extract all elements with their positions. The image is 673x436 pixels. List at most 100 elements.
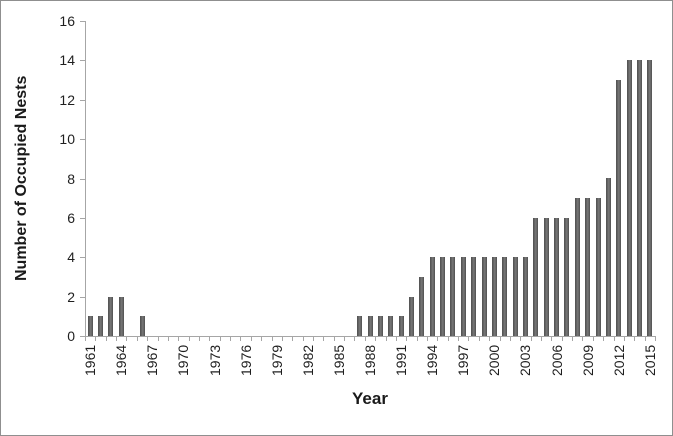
x-axis-tick	[137, 337, 138, 341]
x-tick-label: 1994	[424, 344, 440, 377]
y-axis-line	[85, 21, 86, 337]
x-tick-label: 1979	[269, 344, 285, 377]
x-axis-tick	[313, 337, 314, 341]
x-tick-label: 2012	[611, 344, 627, 377]
x-axis-line	[85, 336, 656, 337]
bar	[554, 218, 559, 336]
y-axis-tick	[80, 21, 85, 22]
x-tick-label: 1985	[331, 344, 347, 377]
x-axis-tick	[230, 337, 231, 341]
bar	[430, 257, 435, 336]
x-axis-tick	[251, 337, 252, 341]
x-axis-tick	[85, 337, 86, 341]
x-axis-tick	[240, 337, 241, 341]
bar	[585, 198, 590, 336]
bar	[492, 257, 497, 336]
bar	[419, 277, 424, 336]
bar	[564, 218, 569, 336]
x-axis-tick	[448, 337, 449, 341]
x-tick-label: 1991	[393, 344, 409, 377]
x-tick-label: 1973	[207, 344, 223, 377]
y-axis-tick	[80, 100, 85, 101]
bar	[616, 80, 621, 336]
bar	[450, 257, 455, 336]
x-axis-tick	[427, 337, 428, 341]
y-axis-tick	[80, 60, 85, 61]
bar	[108, 297, 113, 336]
x-axis-tick	[510, 337, 511, 341]
x-axis-tick	[365, 337, 366, 341]
x-axis-tick	[106, 337, 107, 341]
x-axis-tick	[551, 337, 552, 341]
x-axis-tick	[199, 337, 200, 341]
bar	[440, 257, 445, 336]
bar	[461, 257, 466, 336]
x-axis-tick	[116, 337, 117, 341]
x-axis-tick	[303, 337, 304, 341]
x-axis-tick	[624, 337, 625, 341]
bar	[523, 257, 528, 336]
bar	[596, 198, 601, 336]
x-tick-label: 1964	[113, 344, 129, 377]
x-axis-tick	[582, 337, 583, 341]
y-axis-tick	[80, 218, 85, 219]
bar	[637, 60, 642, 336]
x-tick-label: 1982	[300, 344, 316, 377]
bar	[513, 257, 518, 336]
y-axis-tick	[80, 179, 85, 180]
x-axis-tick	[344, 337, 345, 341]
x-axis-tick	[178, 337, 179, 341]
y-axis-tick	[80, 257, 85, 258]
y-tick-label: 10	[59, 131, 75, 147]
x-axis-tick	[500, 337, 501, 341]
bar	[357, 316, 362, 336]
x-axis-tick	[593, 337, 594, 341]
bar	[471, 257, 476, 336]
y-tick-label: 14	[59, 52, 75, 68]
x-axis-tick	[572, 337, 573, 341]
x-axis-tick	[458, 337, 459, 341]
bar	[88, 316, 93, 336]
bar	[98, 316, 103, 336]
x-axis-tick	[282, 337, 283, 341]
bar	[627, 60, 632, 336]
x-tick-label: 1976	[238, 344, 254, 377]
x-axis-tick	[386, 337, 387, 341]
x-axis-title: Year	[352, 389, 388, 408]
x-axis-tick	[468, 337, 469, 341]
bar	[388, 316, 393, 336]
x-axis-tick	[261, 337, 262, 341]
x-axis-tick	[634, 337, 635, 341]
x-axis-tick	[406, 337, 407, 341]
x-axis-tick	[520, 337, 521, 341]
y-axis-tick	[80, 336, 85, 337]
x-axis-tick	[168, 337, 169, 341]
y-tick-label: 16	[59, 13, 75, 29]
x-axis-tick	[272, 337, 273, 341]
x-axis-tick	[479, 337, 480, 341]
bar	[368, 316, 373, 336]
x-axis-tick	[645, 337, 646, 341]
x-tick-label: 2009	[580, 344, 596, 377]
x-tick-label: 1970	[175, 344, 191, 377]
x-tick-label: 2006	[549, 344, 565, 377]
x-axis-tick	[95, 337, 96, 341]
bar	[399, 316, 404, 336]
bar	[647, 60, 652, 336]
x-axis-tick	[614, 337, 615, 341]
y-axis-title: Number of Occupied Nests	[13, 75, 30, 282]
x-axis-tick	[396, 337, 397, 341]
x-axis-tick	[189, 337, 190, 341]
x-axis-tick	[375, 337, 376, 341]
bar	[378, 316, 383, 336]
x-axis-tick	[209, 337, 210, 341]
x-axis-tick	[541, 337, 542, 341]
y-axis-tick	[80, 297, 85, 298]
y-tick-label: 6	[67, 210, 75, 226]
x-axis-tick	[147, 337, 148, 341]
x-tick-label: 1988	[362, 344, 378, 377]
x-tick-label: 1997	[455, 344, 471, 377]
bar	[119, 297, 124, 336]
x-axis-tick	[126, 337, 127, 341]
